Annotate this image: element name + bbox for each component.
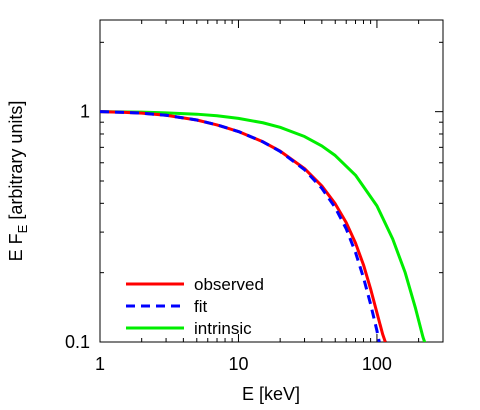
y-tick-label: 1 (80, 102, 90, 122)
y-ticks: 0.11 (65, 41, 443, 352)
y-axis-label: E FE [arbitrary units] (6, 101, 30, 262)
series-intrinsic-line (100, 110, 427, 342)
y-axis-label-main: E F (6, 233, 26, 261)
plot-frame (99, 19, 444, 343)
series-layer (100, 110, 427, 342)
series-fit-line (100, 110, 381, 342)
x-ticks: 1 10 100 (95, 20, 444, 374)
y-axis-label-rest: [arbitrary units] (6, 101, 26, 225)
y-tick-label: 0.1 (65, 332, 90, 352)
x-tick-label: 10 (228, 354, 248, 374)
legend-label-intrinsic: intrinsic (194, 319, 252, 338)
legend: observed fit intrinsic (126, 275, 264, 338)
x-tick-label: 100 (362, 354, 392, 374)
x-axis-label: E [keV] (242, 384, 300, 404)
legend-label-fit: fit (194, 297, 208, 316)
y-axis-label-sub: E (15, 224, 30, 233)
x-tick-label: 1 (95, 354, 105, 374)
legend-label-observed: observed (194, 275, 264, 294)
